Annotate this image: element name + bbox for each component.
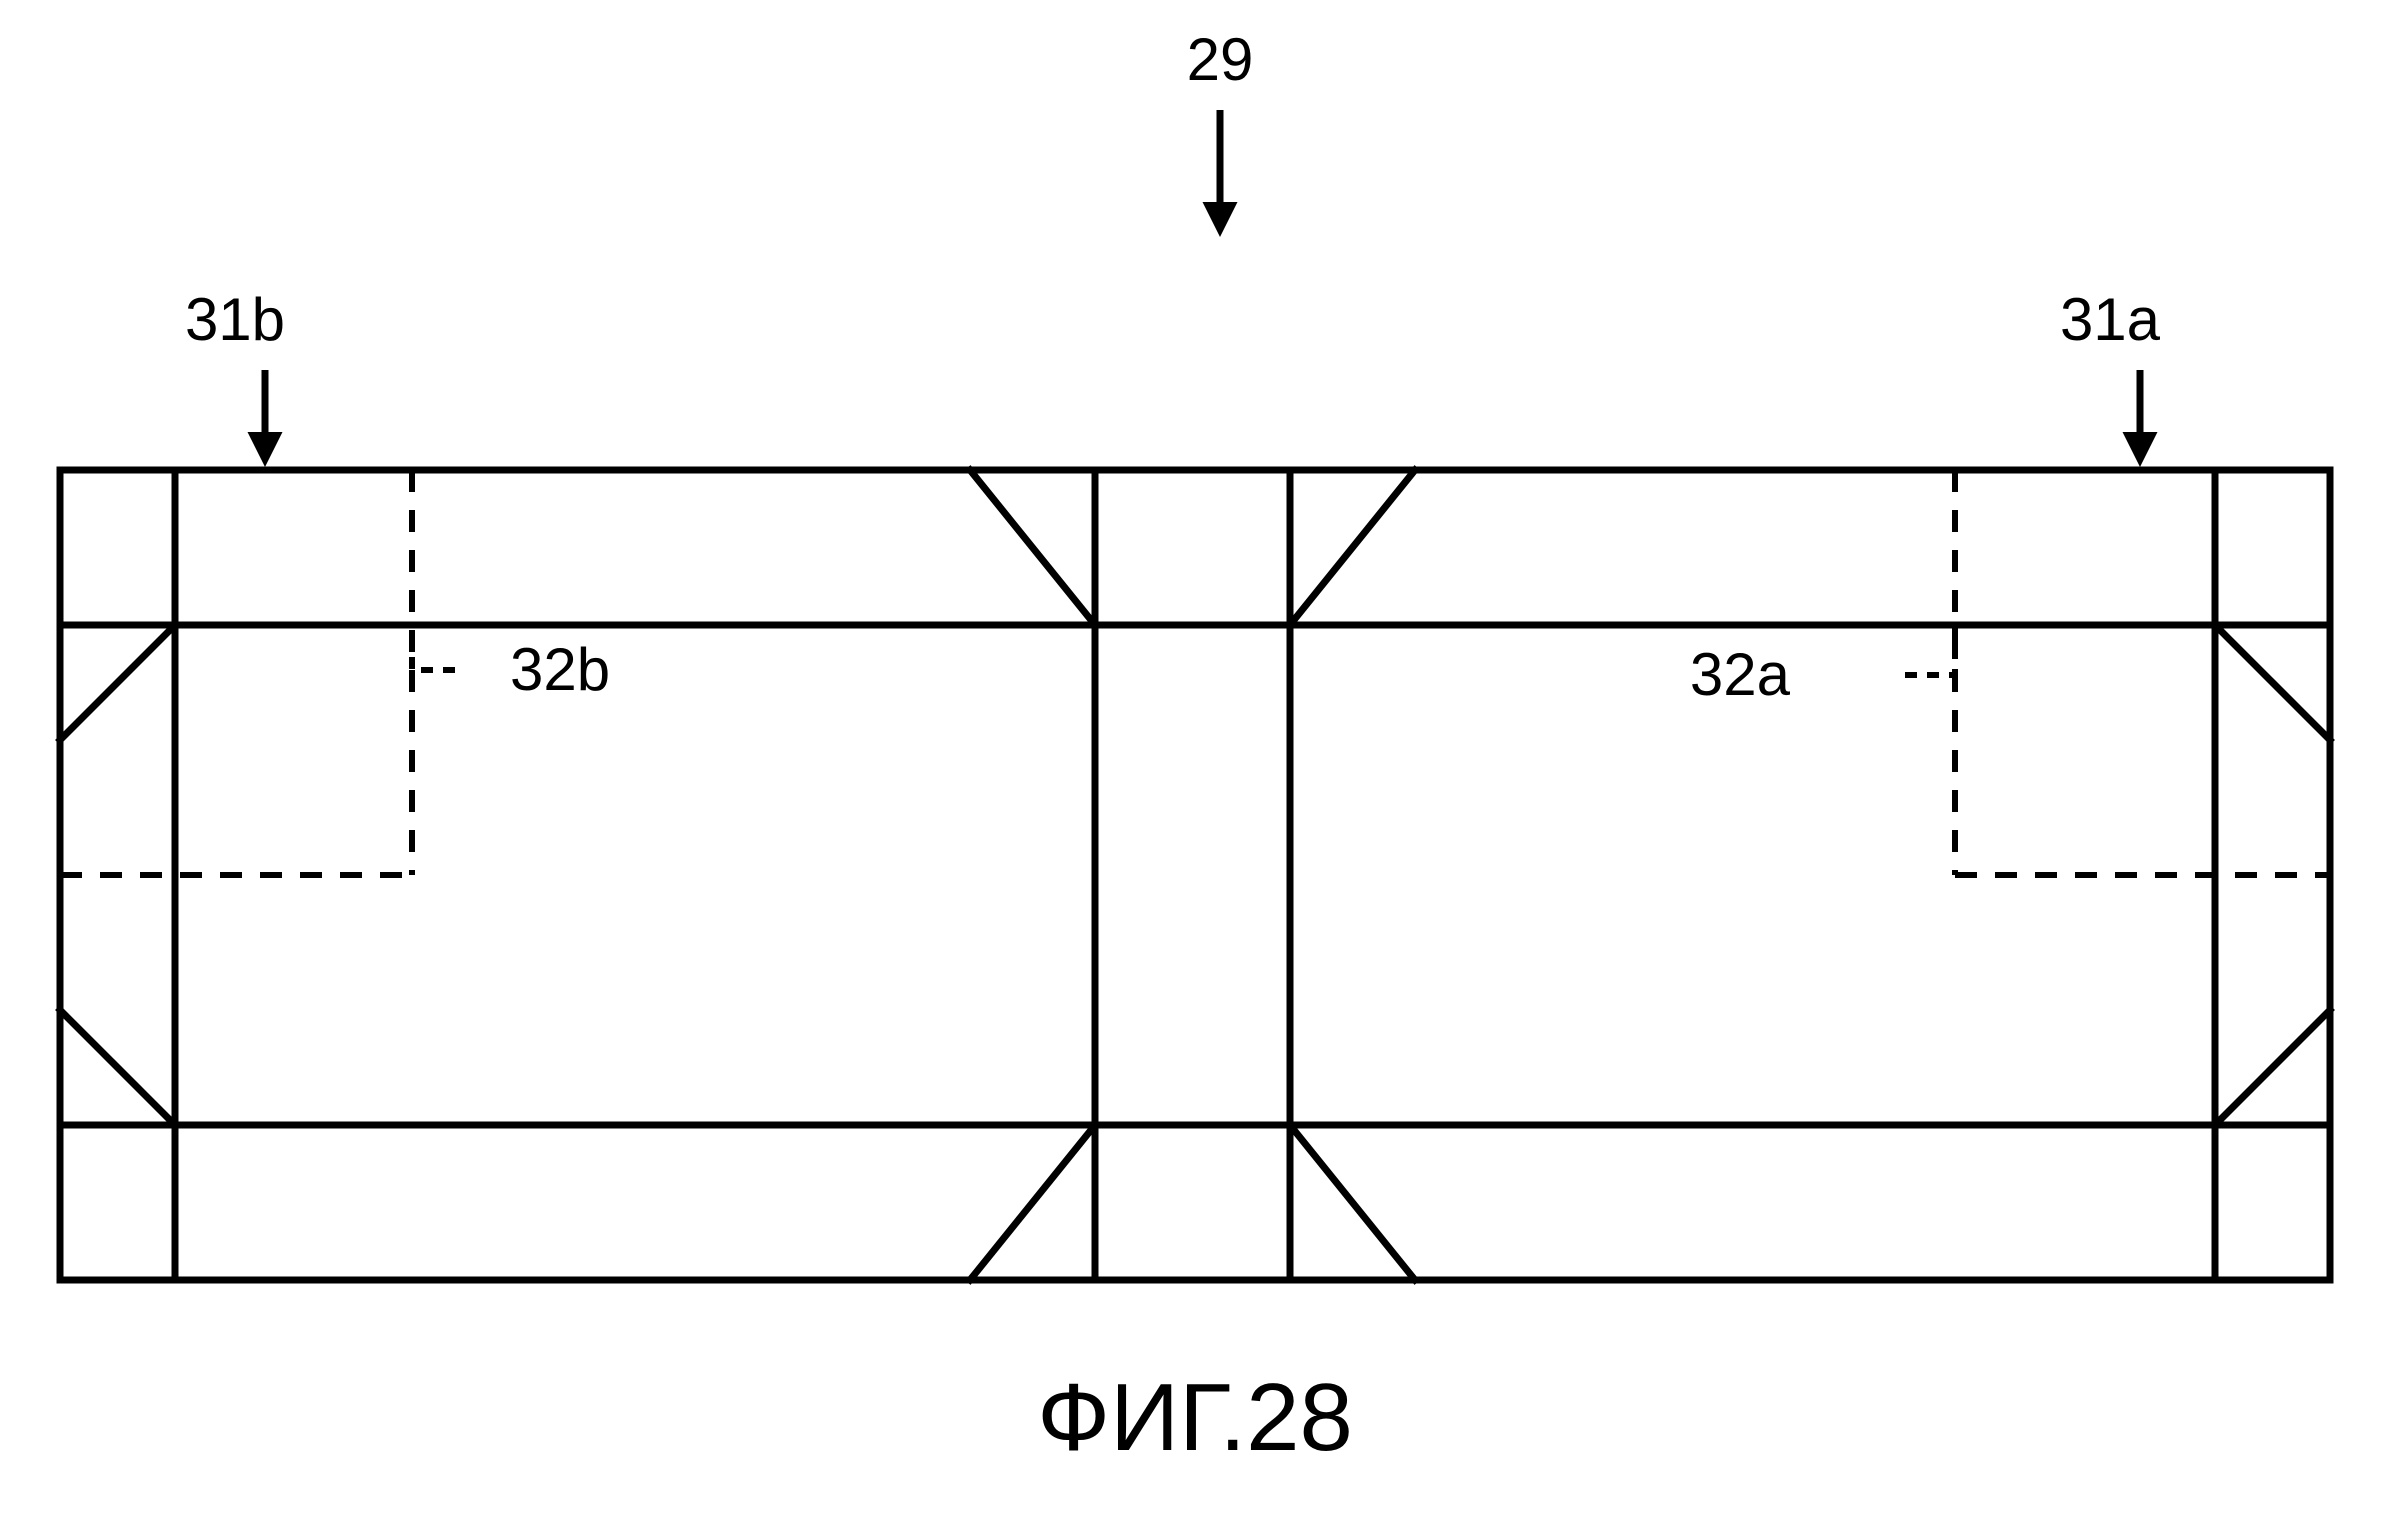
diagonal-center_bot_right [1290,1125,1415,1280]
label-top_left: 31b [185,286,285,353]
label-caption: ФИГ.28 [1037,1364,1353,1471]
diagonal-left_top [60,625,175,740]
diagonal-right_top [2215,625,2330,740]
label-inner_right: 32a [1690,641,1791,708]
label-inner_left: 32b [510,636,610,703]
label-top_right: 31a [2060,286,2161,353]
leader-left [412,625,455,670]
diagonal-center_bot_left [970,1125,1095,1280]
callout-arrows [265,110,2140,460]
diagonal-right_bot [2215,1010,2330,1125]
diagonal-center_top_right [1290,470,1415,625]
leader-right [1905,625,1955,675]
diagonal-center_top_left [970,470,1095,625]
diagonal-left_bot [60,1010,175,1125]
label-top_center: 29 [1187,26,1254,93]
dashed-group [60,470,2330,875]
